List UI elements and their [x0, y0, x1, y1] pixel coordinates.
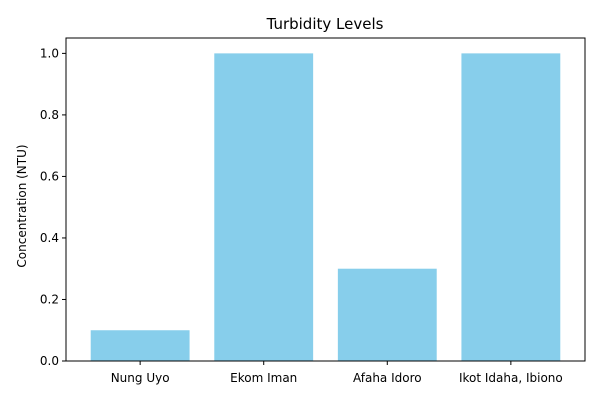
x-tick-label: Ikot Idaha, Ibiono [459, 371, 563, 385]
y-tick-label: 0.4 [40, 231, 59, 245]
bar-nung-uyo [90, 330, 190, 361]
y-tick-label: 0.8 [40, 108, 59, 122]
y-tick-label: 0.0 [40, 354, 59, 368]
y-tick-label: 0.6 [40, 169, 59, 183]
bars-group [90, 53, 561, 361]
y-tick-label: 0.2 [40, 292, 59, 306]
plot-frame [65, 37, 586, 362]
x-tick-label: Ekom Iman [230, 371, 297, 385]
chart-title: Turbidity Levels [266, 15, 384, 33]
bar-ekom-iman [214, 53, 314, 361]
y-axis-label: Concentration (NTU) [15, 144, 29, 267]
x-ticks-group: Nung Uyo Ekom Iman Afaha Idoro Ikot Idaha, … [111, 361, 563, 385]
axes-spines [65, 37, 586, 362]
y-ticks-group: 0.0 0.2 0.4 0.6 0.8 1.0 [40, 46, 66, 368]
x-tick-label: Nung Uyo [111, 371, 170, 385]
x-tick-label: Afaha Idoro [353, 371, 422, 385]
y-tick-label: 1.0 [40, 46, 59, 60]
bar-ikot-idaha-ibiono [461, 53, 561, 361]
bar-afaha-idoro [337, 268, 437, 361]
